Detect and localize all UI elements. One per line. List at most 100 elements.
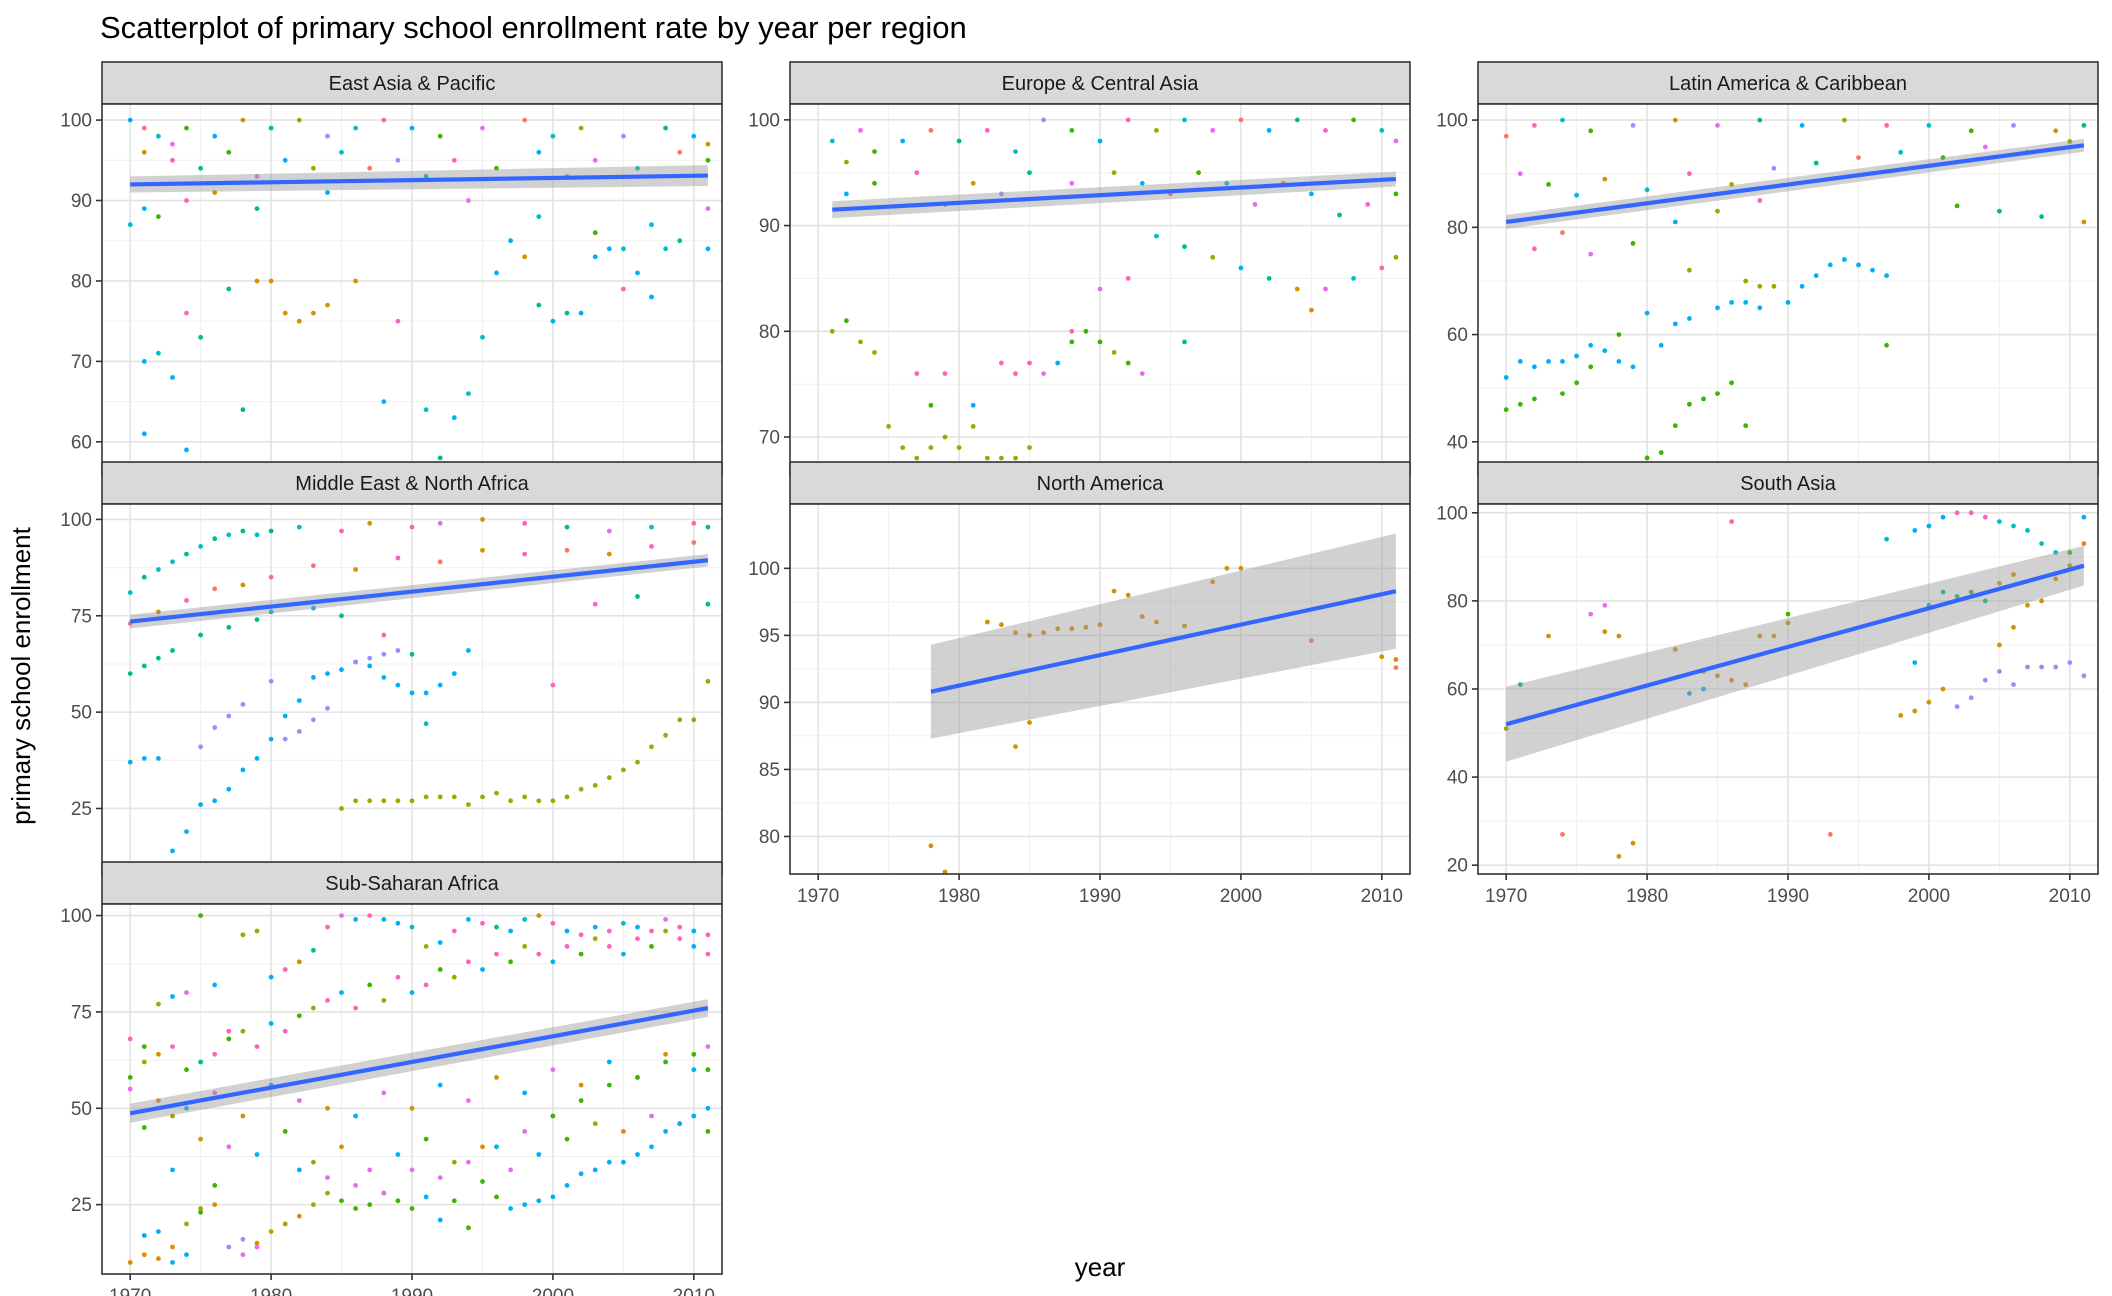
data-point bbox=[325, 190, 330, 195]
data-point bbox=[409, 1167, 415, 1173]
data-point bbox=[606, 944, 612, 949]
data-point bbox=[1013, 371, 1018, 376]
data-point bbox=[2039, 598, 2044, 604]
y-axis-title: primary school enrollment bbox=[6, 526, 36, 824]
data-point bbox=[1884, 342, 1889, 348]
data-point bbox=[409, 1105, 415, 1111]
trend-line bbox=[129, 1005, 709, 1116]
data-point bbox=[1884, 123, 1889, 128]
data-point bbox=[212, 725, 218, 730]
x-tick-label: 1970 bbox=[109, 1286, 151, 1296]
data-point bbox=[156, 1256, 161, 1261]
data-point bbox=[691, 540, 697, 545]
data-point bbox=[621, 1129, 626, 1134]
data-point bbox=[550, 920, 556, 926]
data-point bbox=[956, 445, 962, 450]
data-point bbox=[564, 928, 570, 934]
y-tick-label: 80 bbox=[1447, 591, 1468, 612]
data-point bbox=[325, 998, 330, 1003]
data-point bbox=[592, 783, 598, 788]
data-point bbox=[437, 520, 443, 526]
data-point bbox=[1069, 127, 1075, 133]
data-point bbox=[1616, 854, 1622, 859]
data-point bbox=[480, 547, 485, 553]
data-point bbox=[141, 149, 147, 155]
x-tick-label: 2010 bbox=[2049, 886, 2091, 907]
data-point bbox=[494, 165, 499, 171]
data-point bbox=[212, 1051, 218, 1057]
data-point bbox=[170, 1167, 175, 1173]
data-point bbox=[956, 138, 962, 144]
data-point bbox=[844, 159, 849, 165]
data-point bbox=[1588, 251, 1594, 257]
data-point bbox=[1785, 620, 1791, 626]
data-point bbox=[1644, 310, 1650, 316]
data-point bbox=[1729, 519, 1734, 524]
data-point bbox=[1224, 180, 1230, 186]
data-point bbox=[508, 928, 513, 934]
data-point bbox=[437, 1175, 443, 1180]
data-point bbox=[635, 924, 640, 930]
data-point bbox=[536, 913, 542, 918]
data-point bbox=[325, 924, 330, 930]
data-point bbox=[914, 170, 920, 176]
trend-line bbox=[1505, 143, 2085, 225]
data-point bbox=[437, 967, 443, 972]
data-point bbox=[621, 951, 626, 957]
data-point bbox=[564, 310, 570, 316]
data-point bbox=[2081, 541, 2087, 546]
data-point bbox=[2011, 523, 2016, 529]
data-point bbox=[381, 917, 387, 922]
data-point bbox=[691, 520, 697, 526]
data-point bbox=[691, 944, 697, 949]
points-group bbox=[829, 117, 1399, 461]
x-tick-label: 1980 bbox=[1626, 886, 1668, 907]
x-axis-title: year bbox=[1075, 1252, 1126, 1282]
trend-line bbox=[129, 558, 709, 624]
data-point bbox=[325, 671, 330, 676]
data-point bbox=[184, 551, 189, 557]
data-point bbox=[649, 928, 654, 934]
data-point bbox=[240, 1113, 246, 1119]
data-point bbox=[872, 149, 877, 155]
data-point bbox=[900, 138, 906, 144]
data-point bbox=[1997, 669, 2002, 674]
data-point bbox=[1771, 165, 1777, 171]
data-point bbox=[578, 951, 584, 957]
data-point bbox=[282, 1028, 288, 1034]
data-point bbox=[395, 974, 401, 980]
data-point bbox=[127, 117, 133, 123]
data-point bbox=[226, 713, 232, 719]
y-tick-label: 40 bbox=[1447, 432, 1468, 453]
data-point bbox=[409, 125, 415, 131]
data-point bbox=[1997, 642, 2002, 648]
data-point bbox=[198, 165, 204, 171]
data-point bbox=[1687, 267, 1692, 273]
data-point bbox=[353, 1206, 358, 1211]
data-point bbox=[451, 1198, 457, 1204]
data-point bbox=[282, 967, 288, 972]
data-point bbox=[1771, 283, 1777, 289]
data-point bbox=[367, 655, 373, 661]
facet-strip-label: North America bbox=[1037, 473, 1165, 495]
data-point bbox=[1365, 202, 1371, 207]
data-point bbox=[1743, 423, 1749, 429]
data-point bbox=[1013, 744, 1018, 749]
data-point bbox=[1982, 514, 1988, 520]
data-point bbox=[1785, 300, 1791, 305]
data-point bbox=[1055, 626, 1061, 632]
facet-panel: South Asia 20 40 60 80 100 1970 1980 1990 2000 201… bbox=[1436, 461, 2099, 907]
x-tick-label: 1990 bbox=[391, 1286, 433, 1296]
data-point bbox=[353, 798, 358, 804]
data-point bbox=[2067, 660, 2073, 665]
data-point bbox=[2053, 128, 2059, 134]
data-point bbox=[1940, 155, 1946, 161]
data-point bbox=[282, 157, 288, 163]
data-point bbox=[466, 802, 471, 807]
data-point bbox=[1041, 117, 1046, 123]
data-point bbox=[1729, 300, 1734, 305]
data-point bbox=[226, 1036, 232, 1042]
data-point bbox=[409, 924, 415, 930]
data-point bbox=[942, 869, 948, 875]
data-point bbox=[1379, 265, 1385, 271]
